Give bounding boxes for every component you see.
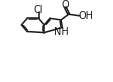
Text: Cl: Cl	[33, 5, 43, 15]
Text: O: O	[61, 0, 69, 10]
Text: NH: NH	[53, 27, 68, 37]
Text: OH: OH	[77, 11, 92, 21]
